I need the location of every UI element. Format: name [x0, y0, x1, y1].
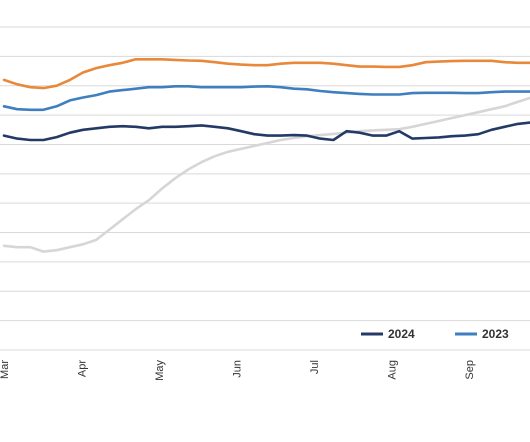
x-tick-label-jul: Jul [309, 360, 321, 374]
x-axis-tick-labels: Mar Apr May Jun Jul Aug Sep [0, 360, 476, 381]
x-tick-label-aug: Aug [387, 360, 399, 380]
x-tick-label-may: May [154, 360, 166, 381]
legend-label-2023: 2023 [482, 327, 509, 341]
legend-label-2024: 2024 [388, 327, 415, 341]
series-line-2023 [2, 85, 530, 112]
series-line-2024 [2, 121, 530, 142]
x-tick-label-apr: Apr [77, 360, 89, 377]
series-line-unnamed-3 [2, 96, 530, 253]
gridlines [0, 26, 530, 351]
x-tick-label-sep: Sep [464, 360, 476, 380]
series-line-unnamed-2 [2, 57, 530, 90]
legend: 2024 2023 [361, 327, 509, 341]
series-lines [2, 57, 530, 253]
x-tick-label-mar: Mar [0, 360, 11, 379]
x-tick-label-jun: Jun [232, 360, 244, 378]
